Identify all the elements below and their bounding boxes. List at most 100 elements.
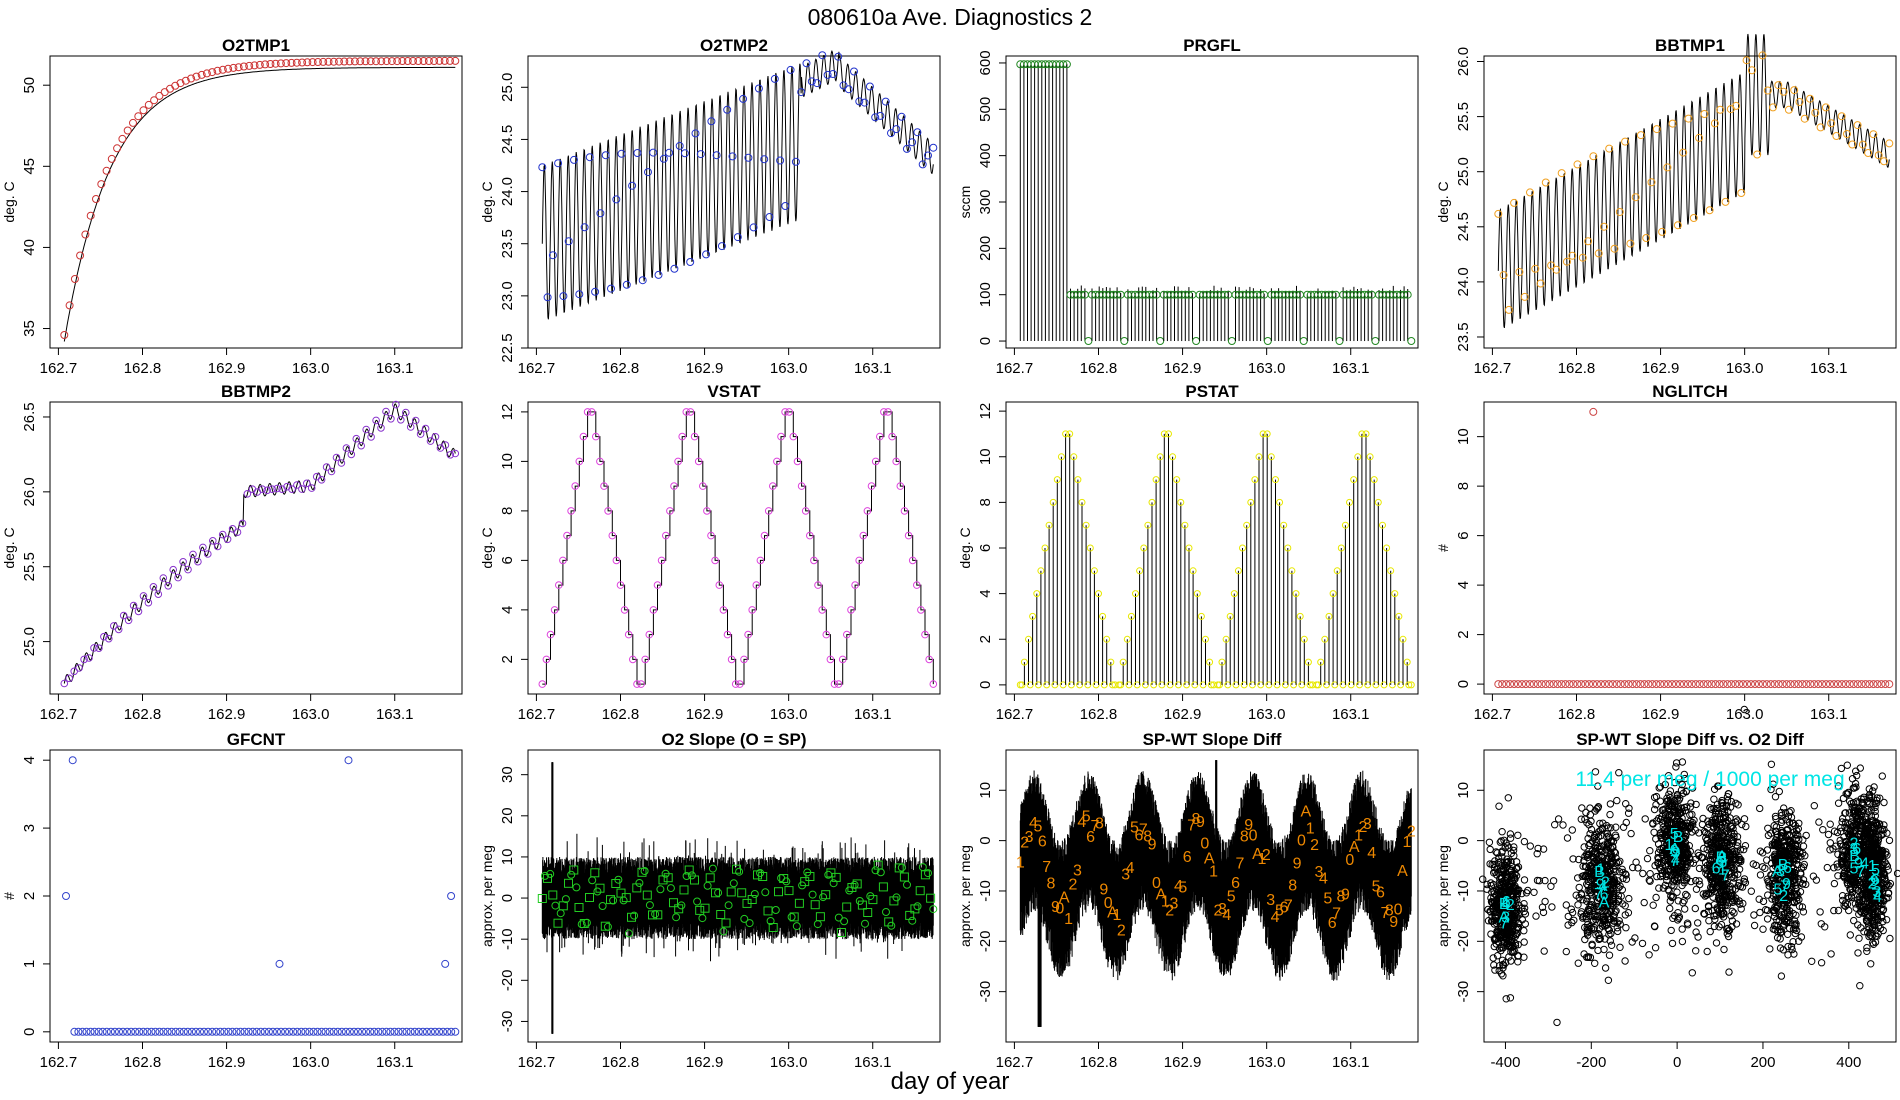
panel-pstat: PSTAT 162.7 162.8 162.9 163.0 163.1 0 2 4 6 8 10 12 d… — [957, 382, 1419, 723]
data-point — [896, 482, 905, 490]
data-point — [293, 481, 301, 489]
data-point — [139, 106, 148, 115]
data-point — [659, 154, 668, 163]
data-point — [106, 1027, 115, 1036]
data-point — [802, 59, 811, 68]
y-tick-label: -20 — [1455, 930, 1472, 952]
panel-o2tmp1: O2TMP1 162.7 162.8 162.9 163.0 163.1 35 40 45 50 d… — [1, 36, 463, 377]
data-point — [724, 901, 733, 910]
data-point — [1663, 163, 1672, 172]
data-point — [585, 153, 594, 162]
data-point — [1774, 81, 1783, 90]
data-point — [367, 433, 375, 441]
data-point — [908, 138, 917, 147]
data-point — [881, 97, 890, 106]
y-tick-label: 4 — [1455, 581, 1472, 589]
data-point — [62, 892, 70, 900]
data-point — [1259, 430, 1267, 438]
panel-nglitch: NGLITCH 162.7 162.8 162.9 163.0 163.1 0 2 4 6 8 10 # — [1435, 382, 1897, 723]
y-tick-label: -10 — [1455, 880, 1472, 902]
data-point — [424, 57, 433, 65]
data-point — [305, 1027, 314, 1036]
y-tick-label: 0 — [21, 1028, 38, 1036]
y-tick-label: -20 — [499, 969, 516, 991]
point-label: 9 — [1148, 837, 1157, 854]
data-point — [840, 917, 849, 926]
data-point — [733, 233, 742, 242]
data-point — [1552, 265, 1561, 274]
data-point — [264, 1027, 273, 1036]
data-point — [1156, 453, 1164, 461]
data-point — [892, 457, 901, 466]
y-tick-label: 0 — [977, 836, 994, 844]
data-point — [1216, 681, 1223, 689]
data-point — [591, 287, 600, 296]
data-point — [564, 237, 573, 246]
data-point — [102, 166, 111, 175]
data-point — [908, 916, 917, 925]
data-point — [669, 898, 678, 908]
data-point — [845, 886, 854, 895]
data-point — [894, 863, 904, 873]
data-point — [240, 1027, 249, 1036]
data-point — [575, 457, 584, 466]
data-point — [1751, 680, 1759, 689]
data-point — [852, 879, 862, 889]
data-point — [1721, 197, 1730, 206]
data-point — [1300, 635, 1308, 643]
data-point — [1177, 498, 1185, 506]
data-point — [784, 886, 794, 896]
data-point — [1051, 681, 1059, 689]
data-point — [653, 581, 662, 589]
point-label: 6 — [1038, 833, 1047, 850]
y-tick-label: 23.0 — [499, 281, 516, 310]
data-point — [1290, 681, 1298, 689]
data-point — [633, 149, 642, 157]
data-point — [113, 144, 122, 153]
data-point — [1597, 680, 1605, 689]
data-point — [1679, 680, 1688, 689]
data-point — [726, 887, 736, 897]
plot-frame — [1483, 55, 1897, 349]
data-point — [1388, 681, 1396, 689]
data-point — [819, 893, 828, 902]
data-point — [261, 60, 270, 69]
x-tick-label: 163.1 — [1810, 706, 1848, 723]
data-point — [1737, 189, 1746, 197]
y-tick-label: 4 — [499, 606, 516, 614]
data-point — [377, 57, 386, 66]
data-point — [277, 1027, 285, 1036]
data-point — [553, 918, 563, 928]
x-tick-label: 162.9 — [686, 360, 724, 377]
data-point — [1119, 658, 1127, 666]
data-point — [298, 485, 306, 493]
data-point — [447, 892, 456, 900]
data-point — [356, 57, 365, 66]
data-point — [675, 141, 684, 150]
y-axis-label: deg. C — [479, 527, 495, 568]
data-point — [600, 921, 610, 931]
point-label: 2 — [1262, 847, 1271, 864]
data-point — [1601, 964, 1610, 972]
data-point — [672, 913, 681, 922]
data-point — [167, 1027, 176, 1036]
data-point — [1086, 544, 1094, 552]
panel-vstat: VSTAT 162.7 162.8 162.9 163.0 163.1 2 4 6 8 10 12 de… — [479, 382, 941, 723]
data-point — [166, 84, 174, 93]
data-point — [1762, 680, 1771, 689]
data-point — [382, 1027, 391, 1036]
data-point — [884, 917, 894, 927]
data-point — [1037, 567, 1045, 575]
x-tick-label: 162.8 — [1080, 706, 1118, 723]
point-label: 2 — [1214, 903, 1223, 920]
data-point — [189, 550, 197, 559]
x-tick-label: 163.0 — [770, 1054, 808, 1071]
data-point — [406, 423, 415, 431]
data-point — [842, 902, 852, 912]
data-point — [543, 293, 552, 302]
data-point — [857, 900, 867, 910]
data-point — [887, 921, 896, 930]
data-point — [110, 1027, 119, 1036]
data-point — [1658, 227, 1667, 236]
data-point — [268, 485, 277, 494]
